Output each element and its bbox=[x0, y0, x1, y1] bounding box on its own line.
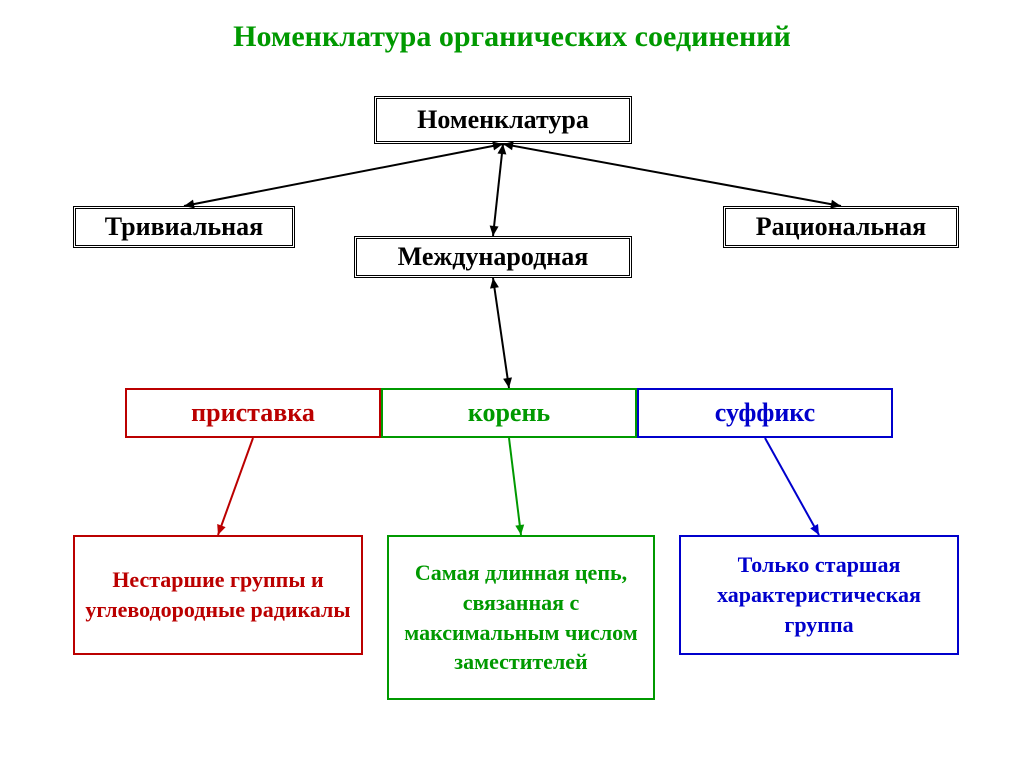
node-suffix: суффикс bbox=[637, 388, 893, 438]
node-international: Международная bbox=[354, 236, 632, 278]
node-rational: Рациональная bbox=[723, 206, 959, 248]
page-title: Номенклатура органических соединений bbox=[0, 20, 1024, 54]
node-root: Номенклатура bbox=[374, 96, 632, 144]
node-prefix: приставка bbox=[125, 388, 381, 438]
node-desc-root: Самая длинная цепь, связанная с максимал… bbox=[387, 535, 655, 700]
node-desc-prefix: Нестаршие группы и углеводородные радика… bbox=[73, 535, 363, 655]
node-desc-suffix: Только старшая характеристическая группа bbox=[679, 535, 959, 655]
node-rootword: корень bbox=[381, 388, 637, 438]
node-trivial: Тривиальная bbox=[73, 206, 295, 248]
